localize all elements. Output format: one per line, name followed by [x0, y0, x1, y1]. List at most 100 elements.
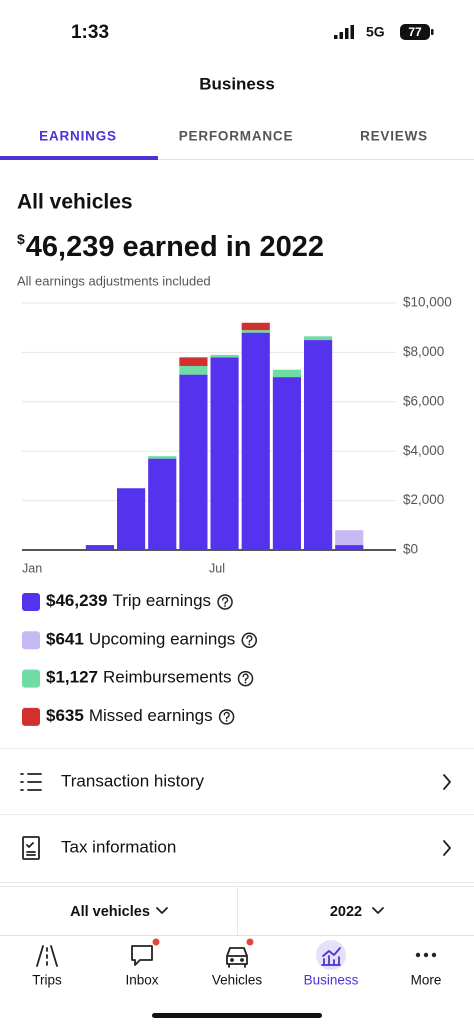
- legend-amount: $635: [46, 706, 84, 725]
- filter[interactable]: 2022: [330, 904, 362, 920]
- headline-currency: $: [17, 231, 25, 247]
- nav-label[interactable]: Trips: [32, 973, 62, 988]
- legend-label: Upcoming earnings: [89, 630, 235, 649]
- bar-segment: [179, 357, 208, 366]
- menu-item[interactable]: Transaction history: [61, 771, 204, 790]
- bar-segment: [272, 369, 301, 378]
- menu-item[interactable]: Tax information: [61, 837, 176, 856]
- help-dot: [248, 643, 251, 646]
- bar-segment: [304, 336, 333, 341]
- help-icon[interactable]: [237, 670, 254, 687]
- legend: $46,239 Trip earnings $641 Upcoming earning…: [22, 591, 258, 726]
- bar-segment: [85, 545, 114, 550]
- bar-segment: [241, 332, 270, 550]
- y-tick-label: $8,000: [403, 344, 444, 359]
- help-mark: [223, 711, 230, 720]
- legend-swatch: [22, 593, 40, 611]
- legend-label: Missed earnings: [89, 706, 213, 725]
- nav-label[interactable]: Inbox: [125, 973, 158, 988]
- chart: $0 $2,000 $4,000 $6,000 $8,000 $10,000 Jan Jul: [22, 295, 452, 575]
- legend-label: Trip earnings: [112, 591, 211, 610]
- bar-segment: [117, 488, 146, 550]
- bar-segment: [179, 374, 208, 550]
- tab-indicator: [0, 156, 158, 160]
- x-tick-label: Jan: [22, 561, 42, 575]
- legend-label: Reimbursements: [103, 668, 232, 687]
- more-icon: [415, 952, 437, 958]
- nav-label[interactable]: Business: [304, 973, 359, 988]
- y-tick-label: $0: [403, 542, 418, 557]
- help-icon[interactable]: [217, 594, 233, 610]
- nav-label[interactable]: More: [411, 973, 442, 988]
- y-tick-label: $10,000: [403, 295, 452, 310]
- legend-entry: $635 Missed earnings: [46, 706, 213, 725]
- divider: [0, 748, 474, 749]
- help-dot: [224, 605, 226, 607]
- legend-swatch: [22, 707, 40, 726]
- y-tick-label: $6,000: [403, 393, 444, 408]
- section-title: All vehicles: [17, 191, 133, 214]
- bar-segment: [272, 377, 301, 550]
- legend-amount: $46,239: [46, 591, 107, 610]
- headline-text: 46,239 earned in 2022: [26, 231, 324, 263]
- legend-swatch: [22, 669, 40, 688]
- status-time: 1:33: [71, 22, 109, 43]
- nav-label[interactable]: Vehicles: [212, 973, 263, 988]
- bar-segment: [148, 456, 177, 459]
- battery-icon: [400, 24, 430, 40]
- bar-segment: [304, 340, 333, 550]
- help-mark: [246, 635, 253, 643]
- help-icon[interactable]: [218, 709, 235, 725]
- filter-shadow: [0, 886, 474, 887]
- legend-swatch: [22, 631, 40, 650]
- trips-icon: [36, 945, 58, 967]
- chevron: [443, 774, 451, 790]
- legend-entry: $641 Upcoming earnings: [46, 630, 235, 649]
- headline: $46,239 earned in 2022: [17, 231, 324, 263]
- vehicles-icon: [226, 947, 248, 968]
- note: All earnings adjustments included: [17, 273, 211, 288]
- help-dot: [225, 720, 228, 722]
- bar-segment: [335, 530, 364, 546]
- divider: [0, 814, 474, 815]
- tab-divider: [0, 159, 474, 160]
- notification-dot: [246, 938, 254, 946]
- tab[interactable]: PERFORMANCE: [179, 129, 294, 144]
- chevron: [443, 840, 451, 856]
- signal-icon: [334, 25, 354, 39]
- business-icon: [321, 947, 341, 966]
- help-mark: [242, 673, 249, 682]
- help-circle: [217, 594, 233, 610]
- dropdown-arrow: [372, 907, 384, 914]
- battery-tip: [431, 29, 434, 35]
- tab[interactable]: EARNINGS: [39, 129, 117, 144]
- filter[interactable]: All vehicles: [70, 904, 150, 920]
- screen-title: Business: [199, 74, 275, 93]
- help-icon[interactable]: [241, 632, 258, 649]
- bar-segment: [335, 545, 364, 550]
- bar-segment: [241, 322, 270, 331]
- legend-amount: $641: [46, 630, 84, 649]
- nav-divider: [0, 935, 474, 936]
- help-dot: [244, 681, 247, 684]
- document-icon: [22, 836, 40, 860]
- help-circle: [241, 632, 258, 649]
- inbox-icon: [131, 945, 153, 966]
- notification-dot: [152, 938, 160, 946]
- help-circle: [218, 709, 235, 725]
- bar-segment: [241, 330, 270, 333]
- legend-entry: $46,239 Trip earnings: [46, 591, 211, 610]
- bar-segment: [210, 357, 239, 550]
- battery-level: 77: [408, 25, 422, 39]
- help-mark: [222, 596, 229, 605]
- help-circle: [237, 670, 254, 687]
- bar-segment: [148, 458, 177, 550]
- bar-segment: [210, 354, 239, 358]
- divider: [0, 882, 474, 883]
- tab[interactable]: REVIEWS: [360, 129, 428, 144]
- legend-amount: $1,127: [46, 668, 98, 687]
- legend-entry: $1,127 Reimbursements: [46, 668, 232, 687]
- filter-divider: [237, 887, 238, 935]
